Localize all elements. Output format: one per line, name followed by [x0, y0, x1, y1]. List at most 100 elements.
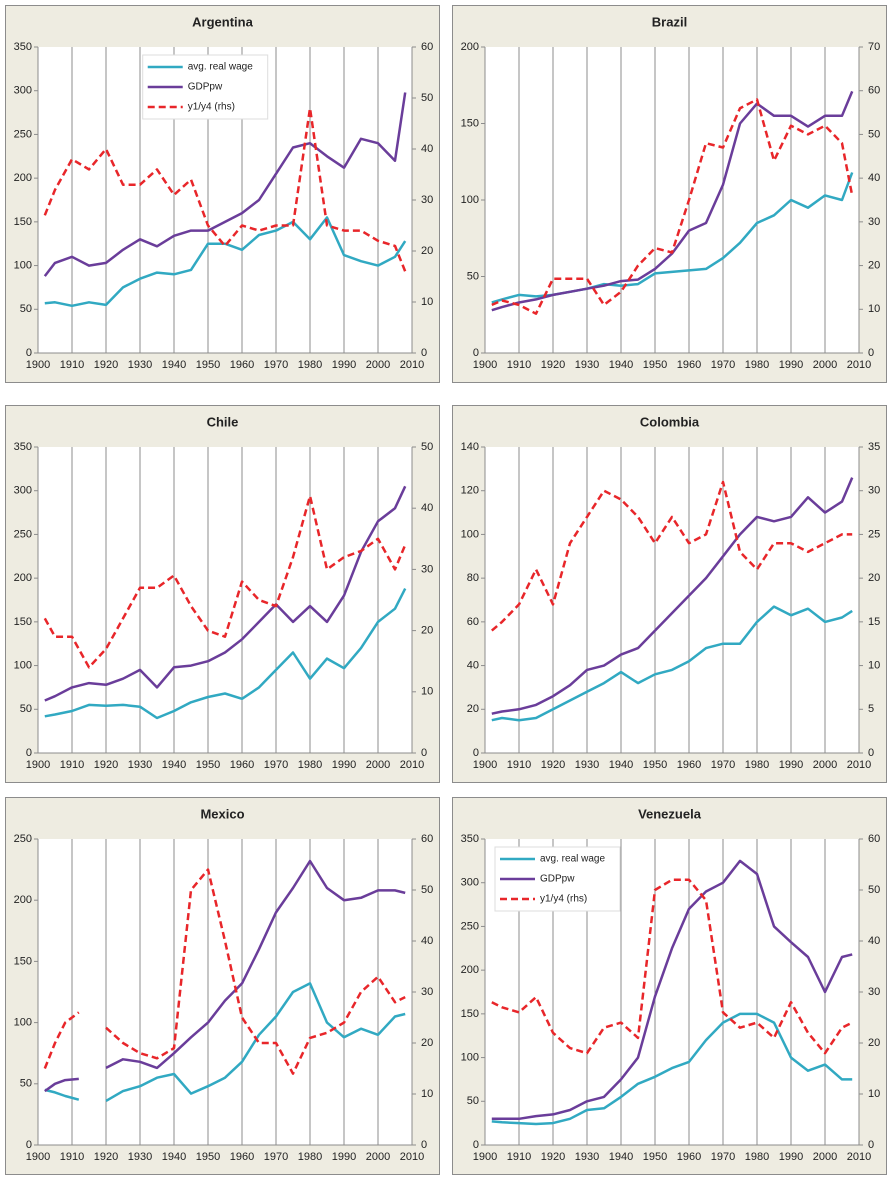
- y-tick-label: 250: [14, 833, 32, 845]
- y-tick-label: 100: [461, 528, 479, 540]
- y-tick-label: 100: [14, 259, 32, 271]
- series-line: [44, 485, 407, 702]
- y-tick-label: 0: [26, 1139, 32, 1151]
- y2-tick-label: 10: [868, 659, 880, 671]
- series-line: [43, 92, 407, 277]
- y2-tick-label: 30: [421, 563, 433, 575]
- y-tick-label: 200: [461, 964, 479, 976]
- x-tick-label: 1960: [230, 1151, 254, 1163]
- x-tick-label: 1950: [643, 359, 667, 371]
- y2-tick-label: 10: [421, 296, 433, 308]
- y2-tick-label: 60: [421, 41, 433, 53]
- y-tick-label: 150: [461, 117, 479, 129]
- y2-tick-label: 60: [868, 85, 880, 97]
- x-tick-label: 1940: [162, 759, 186, 771]
- y2-tick-label: 40: [868, 935, 880, 947]
- y2-tick-label: 40: [421, 143, 433, 155]
- x-tick-label: 1930: [128, 359, 152, 371]
- x-tick-label: 1930: [128, 759, 152, 771]
- y2-tick-label: 20: [421, 245, 433, 257]
- y2-tick-label: 60: [868, 833, 880, 845]
- x-tick-label: 1970: [711, 359, 735, 371]
- x-tick-label: 1980: [745, 1151, 769, 1163]
- y2-tick-label: 0: [421, 347, 427, 359]
- chart-title: Mexico: [200, 806, 244, 821]
- y2-tick-label: 30: [421, 986, 433, 998]
- x-tick-label: 1960: [677, 359, 701, 371]
- x-tick-label: 1970: [711, 1151, 735, 1163]
- x-tick-label: 1920: [541, 1151, 565, 1163]
- x-tick-label: 1930: [575, 759, 599, 771]
- y-tick-label: 50: [20, 703, 32, 715]
- x-tick-label: 1970: [264, 1151, 288, 1163]
- y-tick-label: 350: [461, 833, 479, 845]
- x-tick-label: 1930: [575, 359, 599, 371]
- y2-tick-label: 10: [868, 303, 880, 315]
- y2-tick-label: 50: [421, 884, 433, 896]
- x-tick-label: 1900: [26, 759, 50, 771]
- x-tick-label: 1980: [298, 359, 322, 371]
- y2-tick-label: 40: [421, 935, 433, 947]
- x-tick-label: 2010: [847, 359, 871, 371]
- series-line: [44, 216, 407, 308]
- x-tick-label: 1920: [541, 359, 565, 371]
- y2-tick-label: 20: [421, 625, 433, 637]
- series-line: [491, 605, 853, 722]
- x-tick-label: 1940: [162, 359, 186, 371]
- x-tick-label: 1900: [26, 359, 50, 371]
- x-tick-label: 1950: [196, 359, 220, 371]
- y-tick-label: 250: [14, 128, 32, 140]
- chart-title: Argentina: [192, 14, 253, 29]
- x-tick-label: 1990: [332, 359, 356, 371]
- y2-tick-label: 30: [421, 194, 433, 206]
- y2-tick-label: 0: [868, 747, 874, 759]
- x-tick-label: 1950: [196, 1151, 220, 1163]
- y-tick-label: 300: [14, 485, 32, 497]
- chart-title: Venezuela: [638, 806, 702, 821]
- y2-tick-label: 25: [868, 528, 880, 540]
- y2-tick-label: 15: [868, 616, 880, 628]
- y-tick-label: 100: [14, 659, 32, 671]
- x-tick-label: 1990: [332, 1151, 356, 1163]
- x-tick-label: 1900: [473, 759, 497, 771]
- legend-label: GDPpw: [540, 874, 575, 885]
- x-tick-label: 2010: [400, 759, 424, 771]
- x-tick-label: 1940: [162, 1151, 186, 1163]
- chart-title: Chile: [207, 414, 239, 429]
- y-tick-label: 250: [14, 528, 32, 540]
- y2-tick-label: 70: [868, 41, 880, 53]
- series-line: [44, 982, 406, 1102]
- x-tick-label: 2010: [847, 759, 871, 771]
- y-tick-label: 0: [26, 347, 32, 359]
- y-tick-label: 250: [461, 920, 479, 932]
- x-tick-label: 1940: [609, 359, 633, 371]
- x-tick-label: 2000: [366, 359, 390, 371]
- y-tick-label: 0: [26, 747, 32, 759]
- x-tick-label: 1960: [677, 759, 701, 771]
- series-line: [44, 588, 407, 720]
- y-tick-label: 140: [461, 441, 479, 453]
- x-tick-label: 1910: [60, 759, 84, 771]
- x-tick-label: 1930: [575, 1151, 599, 1163]
- y2-tick-label: 20: [868, 259, 880, 271]
- y-tick-label: 50: [20, 1078, 32, 1090]
- x-tick-label: 1900: [26, 1151, 50, 1163]
- series-line: [491, 98, 854, 315]
- legend-label: y1/y4 (rhs): [540, 894, 587, 905]
- x-tick-label: 1900: [473, 359, 497, 371]
- y2-tick-label: 10: [421, 686, 433, 698]
- series-line: [491, 859, 853, 1121]
- x-tick-label: 2000: [366, 759, 390, 771]
- x-tick-label: 2000: [366, 1151, 390, 1163]
- y-tick-label: 20: [467, 703, 479, 715]
- x-tick-label: 1970: [711, 759, 735, 771]
- x-tick-label: 1920: [94, 1151, 118, 1163]
- series-line: [491, 878, 853, 1055]
- y-tick-label: 0: [473, 747, 479, 759]
- y2-tick-label: 30: [868, 986, 880, 998]
- y2-tick-label: 20: [868, 572, 880, 584]
- x-tick-label: 2000: [813, 1151, 837, 1163]
- y2-tick-label: 50: [868, 128, 880, 140]
- y2-tick-label: 30: [868, 485, 880, 497]
